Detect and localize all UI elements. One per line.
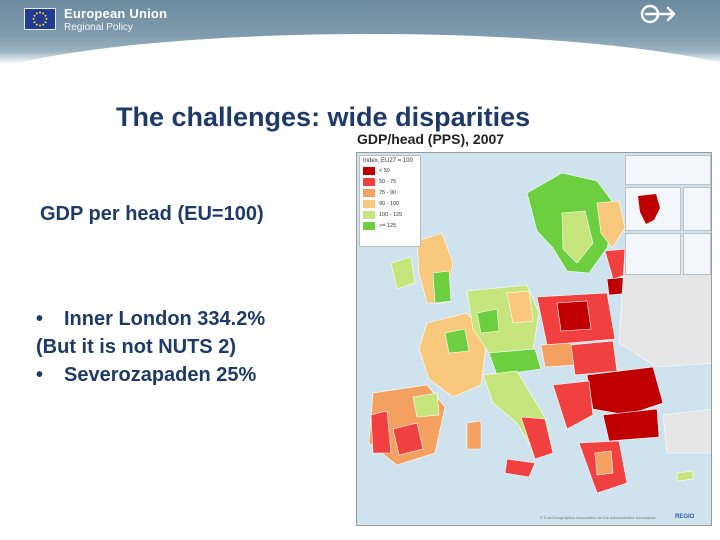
map-regions: [368, 172, 711, 494]
inset-map: [683, 233, 711, 275]
europe-gdp-map: Index, EU27 = 100 < 50 50 - 75 75 - 90 90 -…: [356, 152, 712, 526]
bullet-list: • Inner London 334.2% (But it is not NUTS…: [36, 305, 265, 389]
legend-label: 100 - 125: [379, 211, 403, 218]
legend-label: 90 - 100: [379, 200, 400, 207]
map-regio-logo: REGIO: [675, 514, 695, 520]
inset-map: [625, 187, 681, 231]
legend-swatch: [363, 188, 375, 197]
legend-label: 75 - 90: [379, 189, 397, 196]
brand-title: European Union: [64, 6, 168, 21]
legend-item: >= 125: [360, 220, 420, 231]
header-band: European Union Regional Policy: [0, 0, 720, 64]
legend-swatch: [363, 166, 375, 175]
brand-subtitle: Regional Policy: [64, 22, 133, 33]
eu-flag-icon: [24, 8, 56, 30]
list-item: • Inner London 334.2%: [36, 308, 266, 330]
legend-swatch: [363, 199, 375, 208]
map-legend: Index, EU27 = 100 < 50 50 - 75 75 - 90 90 -…: [359, 155, 421, 247]
gdp-per-head-label: GDP per head (EU=100): [40, 203, 264, 225]
map-caption: GDP/head (PPS), 2007: [357, 131, 505, 147]
legend-title: Index, EU27 = 100: [363, 158, 413, 164]
legend-item: 50 - 75: [360, 176, 420, 187]
legend-swatch: [363, 177, 375, 186]
legend-item: 90 - 100: [360, 198, 420, 209]
legend-item: 75 - 90: [360, 187, 420, 198]
inset-map: [625, 233, 681, 275]
legend-label: 50 - 75: [379, 178, 397, 185]
header-swoosh: [0, 34, 720, 64]
list-item: (But it is not NUTS 2): [36, 336, 236, 358]
map-credit: © EuroGeographics Association for the ad…: [540, 515, 656, 520]
legend-item: 100 - 125: [360, 209, 420, 220]
slide-title: The challenges: wide disparities: [116, 102, 531, 132]
inset-map: [625, 155, 711, 185]
legend-label: >= 125: [379, 222, 397, 229]
inset-map: [683, 187, 711, 231]
legend-swatch: [363, 221, 375, 230]
brand: European Union Regional Policy: [64, 7, 167, 33]
legend-swatch: [363, 210, 375, 219]
legend-label: < 50: [379, 167, 390, 174]
list-item: • Severozapaden 25%: [36, 364, 257, 386]
regio-arrows-logo: [640, 4, 676, 24]
legend-item: < 50: [360, 165, 420, 176]
